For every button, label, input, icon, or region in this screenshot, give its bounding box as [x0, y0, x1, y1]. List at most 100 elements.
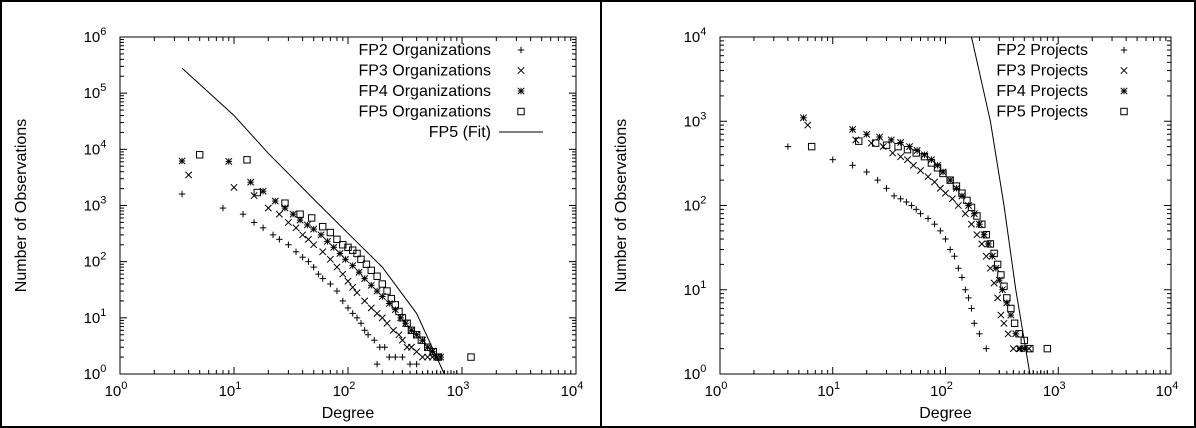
data-point	[933, 164, 942, 172]
data-point	[983, 345, 990, 352]
series-0	[784, 143, 1051, 374]
data-point	[882, 141, 891, 149]
fit-line	[181, 67, 445, 374]
data-point	[1021, 370, 1028, 374]
data-point	[1025, 370, 1033, 374]
data-point	[897, 153, 905, 161]
data-point	[333, 287, 341, 295]
legend: FP2 Projects FP3 Projects FP4 Projects FP5 …	[996, 42, 1128, 121]
data-point	[962, 286, 969, 293]
data-point	[390, 370, 397, 374]
data-point	[429, 347, 437, 356]
series-0	[178, 190, 460, 374]
data-point	[230, 183, 238, 191]
series-3	[807, 137, 1052, 353]
y-tick-label: 100	[684, 363, 707, 383]
data-point	[965, 294, 972, 302]
data-point	[1030, 370, 1037, 374]
data-point	[924, 215, 932, 222]
data-point	[450, 370, 458, 374]
x-tick-label: 104	[561, 380, 584, 400]
data-point	[963, 196, 971, 205]
data-point	[269, 231, 277, 239]
legend-label: FP3 Organizations	[358, 63, 491, 80]
data-point	[986, 240, 995, 248]
data-point	[1044, 370, 1051, 374]
data-point	[871, 139, 880, 147]
data-point	[954, 201, 962, 210]
data-point	[225, 157, 233, 165]
data-point	[804, 121, 812, 129]
legend-label: FP5 (Fit)	[429, 124, 491, 141]
data-point	[413, 348, 421, 356]
data-point	[398, 314, 407, 322]
legend-marker	[517, 107, 525, 116]
data-point	[996, 370, 1003, 374]
plot-frame	[119, 36, 577, 375]
y-tick-label: 104	[84, 138, 107, 158]
data-point	[344, 277, 352, 285]
data-point	[1026, 344, 1034, 353]
y-tick-label: 101	[684, 279, 707, 299]
data-point	[353, 249, 361, 258]
data-point	[982, 252, 990, 260]
data-point	[285, 241, 292, 248]
data-point	[386, 353, 393, 361]
data-point	[890, 192, 898, 200]
data-point	[387, 294, 396, 303]
data-point	[1010, 370, 1017, 374]
data-point	[863, 130, 871, 138]
legend-marker	[1120, 66, 1128, 75]
data-point	[406, 360, 414, 368]
legend-label: FP2 Projects	[996, 42, 1088, 59]
x-tick-label: 100	[705, 380, 728, 400]
x-axis-label: Degree	[919, 405, 972, 422]
plot-area	[784, 37, 1052, 374]
data-point	[361, 275, 369, 283]
data-point	[967, 220, 976, 228]
chart-panel-projects: 100 101 102 103 104 100 101 102 103 104 Degree Numb…	[600, 0, 1196, 428]
data-point	[467, 353, 475, 361]
data-point	[418, 353, 427, 361]
data-point	[185, 171, 193, 179]
data-point	[909, 161, 918, 169]
data-point	[355, 268, 363, 276]
data-point	[413, 370, 420, 374]
plot-frame	[719, 36, 1172, 375]
data-point	[1004, 330, 1012, 338]
x-axis-label: Degree	[322, 405, 375, 422]
x-tick-label: 101	[219, 380, 242, 400]
data-point	[195, 151, 204, 159]
y-tick-label: 105	[84, 82, 107, 102]
data-point	[333, 263, 341, 271]
data-point	[419, 370, 426, 374]
data-point	[178, 157, 186, 165]
data-point	[284, 218, 292, 226]
legend-marker	[517, 46, 525, 54]
data-point	[357, 320, 365, 327]
data-point	[406, 370, 414, 374]
data-point	[310, 241, 318, 249]
data-point	[863, 168, 870, 176]
legend-marker	[1120, 87, 1128, 95]
data-point	[784, 143, 792, 150]
data-point	[326, 255, 334, 263]
data-point	[970, 210, 978, 218]
data-point	[933, 161, 942, 169]
data-point	[1040, 370, 1048, 374]
data-point	[259, 224, 267, 232]
data-point	[243, 156, 251, 164]
data-point	[849, 125, 857, 133]
data-point	[946, 176, 954, 184]
data-point	[417, 336, 426, 344]
data-point	[986, 264, 994, 272]
x-tick-label: 102	[930, 380, 953, 400]
data-point	[437, 370, 444, 374]
data-point	[437, 353, 445, 361]
data-point	[412, 331, 421, 339]
data-point	[993, 260, 1002, 269]
data-point	[296, 210, 304, 218]
data-point	[398, 336, 406, 344]
data-point	[952, 182, 961, 190]
data-point	[344, 304, 352, 312]
